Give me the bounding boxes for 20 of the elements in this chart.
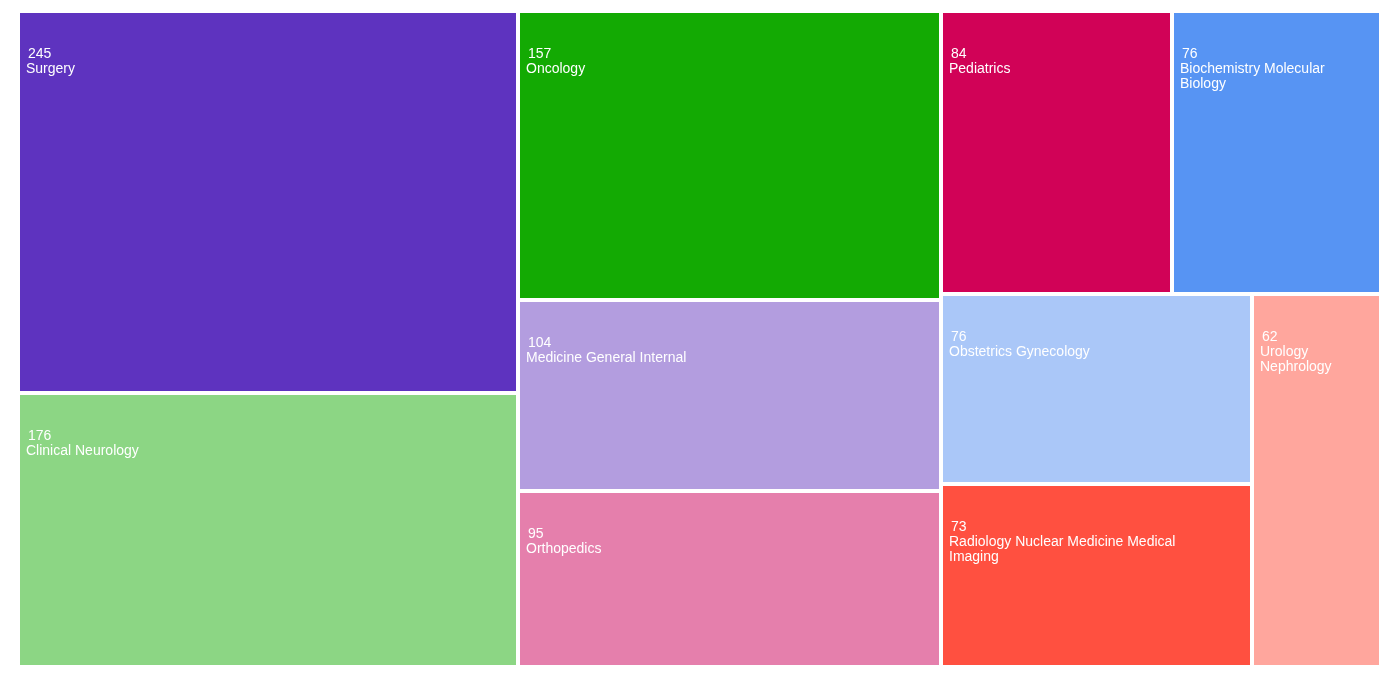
data-label: 62	[1262, 328, 1278, 344]
category-label: Urology Nephrology	[1260, 343, 1332, 374]
category-label: Pediatrics	[949, 60, 1011, 76]
category-label: Orthopedics	[526, 540, 602, 556]
category-label: Biochemistry Molecular Biology	[1180, 60, 1326, 91]
data-label: 76	[951, 328, 967, 344]
category-label: Oncology	[526, 60, 586, 76]
data-label: 245	[28, 45, 52, 61]
data-label: 176	[28, 427, 52, 443]
category-label: Radiology Nuclear Medicine Medical Imaging	[949, 533, 1176, 564]
category-label: Clinical Neurology	[26, 442, 139, 458]
data-label: 84	[951, 45, 967, 61]
data-label: 157	[528, 45, 552, 61]
category-label: Obstetrics Gynecology	[949, 343, 1090, 359]
category-label: Surgery	[26, 60, 76, 76]
data-label: 95	[528, 525, 544, 541]
data-label: 76	[1182, 45, 1198, 61]
category-label: Medicine General Internal	[526, 349, 687, 365]
data-label: 104	[528, 334, 552, 350]
data-label: 73	[951, 518, 967, 534]
